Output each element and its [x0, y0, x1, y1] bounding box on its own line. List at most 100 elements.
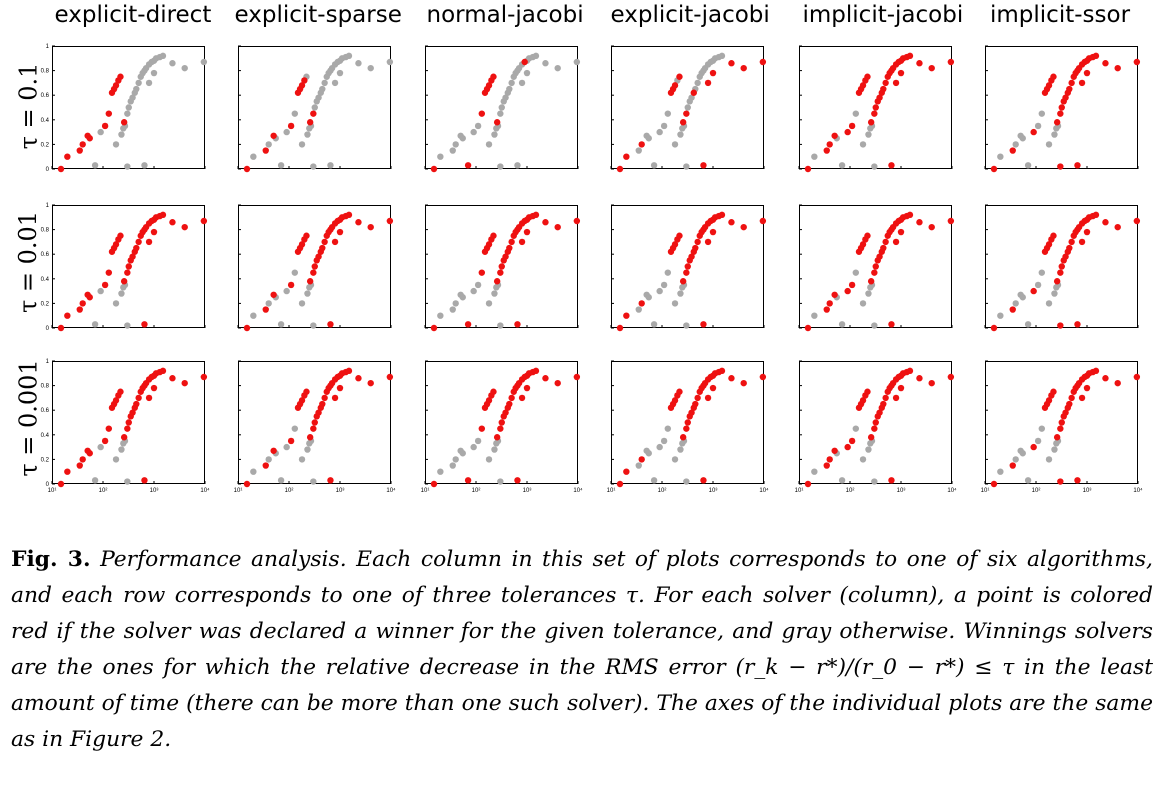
winner-point [1078, 394, 1086, 402]
other-point [283, 287, 290, 295]
other-point [1045, 300, 1053, 307]
winner-point [759, 373, 767, 381]
y-tick-label: 0.4 [41, 433, 50, 439]
other-point [449, 306, 456, 313]
winner-point [928, 379, 935, 387]
winner-point [683, 269, 690, 276]
winner-point [876, 253, 883, 260]
other-point [1012, 456, 1019, 463]
winner-point [1074, 321, 1081, 328]
winner-point [704, 238, 712, 246]
winner-point [57, 165, 65, 173]
other-point [485, 141, 493, 148]
winner-point [430, 324, 438, 332]
other-point [498, 104, 505, 111]
winner-point [310, 110, 317, 117]
winner-point [243, 165, 251, 173]
winner-point [478, 110, 486, 117]
other-point [459, 450, 466, 457]
winner-point [57, 480, 65, 488]
winner-point [79, 300, 86, 307]
column-title-explicit-jacobi: explicit-jacobi [610, 2, 770, 28]
other-point [298, 300, 306, 307]
winner-point [311, 263, 318, 270]
winner-point [880, 85, 887, 93]
winner-point [888, 321, 895, 328]
other-point [1038, 269, 1046, 276]
winner-point [319, 244, 326, 252]
winner-point [490, 388, 497, 395]
other-point [1038, 110, 1046, 117]
winner-point [892, 238, 900, 246]
other-point [336, 69, 344, 77]
x-tick-label: 10² [285, 488, 294, 494]
other-point [1051, 290, 1058, 297]
winner-point [1133, 373, 1141, 381]
other-point [660, 281, 668, 289]
x-tick-label: 10¹ [234, 488, 243, 494]
winner-point [897, 69, 905, 77]
other-point [645, 135, 652, 142]
winner-point [916, 219, 923, 226]
winner-point [124, 425, 131, 432]
winner-point [1030, 443, 1037, 451]
winner-point [287, 437, 295, 445]
winner-point [1074, 477, 1081, 484]
winner-point [150, 384, 158, 392]
winner-point [876, 409, 883, 416]
winner-point [490, 232, 497, 239]
winner-point [859, 82, 867, 89]
other-point [345, 52, 353, 60]
other-point [677, 131, 684, 138]
winner-point [262, 306, 269, 313]
scatter-panel-r1-c5 [798, 45, 955, 173]
other-point [871, 163, 878, 170]
other-point [1045, 456, 1053, 463]
y-tick-label: 1 [46, 359, 50, 365]
winner-point [315, 409, 322, 416]
winner-point [135, 394, 142, 402]
winner-point [518, 238, 526, 246]
winner-point [897, 384, 905, 392]
other-point [118, 290, 125, 297]
other-point [650, 477, 658, 484]
winner-point [485, 82, 493, 89]
winner-point [826, 456, 833, 463]
x-tick-label: 10⁴ [386, 487, 396, 494]
winner-point [125, 263, 132, 270]
x-tick-label: 10² [658, 488, 667, 494]
x-tick-label: 10³ [897, 488, 906, 494]
winner-point [478, 425, 486, 432]
winner-point [882, 394, 889, 402]
winner-point [676, 73, 683, 80]
winner-point [831, 291, 838, 298]
winner-point [990, 324, 998, 332]
winner-point [1053, 434, 1061, 441]
other-point [664, 425, 672, 432]
winner-point [671, 397, 679, 404]
column-title-explicit-direct: explicit-direct [54, 2, 212, 28]
winner-point [1050, 232, 1057, 239]
scatter-panel-r2-c3 [424, 204, 581, 332]
figure-caption: Fig. 3. Performance analysis. Each colum… [11, 542, 1153, 758]
winner-point [1078, 79, 1086, 87]
winner-point [117, 232, 124, 239]
winner-point [124, 269, 131, 276]
winner-point [310, 269, 317, 276]
winner-point [1053, 119, 1061, 126]
winner-point [882, 238, 889, 246]
winner-point [844, 128, 851, 136]
winner-point [120, 434, 128, 441]
other-point [112, 141, 120, 148]
x-tick-label: 10³ [150, 488, 159, 494]
winner-point [848, 281, 856, 289]
winner-point [1009, 306, 1016, 313]
other-point [677, 446, 684, 453]
other-point [291, 110, 299, 117]
winner-point [430, 165, 438, 173]
other-point [671, 141, 679, 148]
x-tick-label: 10¹ [795, 488, 804, 494]
winner-point [880, 244, 887, 252]
other-point [265, 300, 272, 307]
scatter-panel-r3-c3: 10¹ 10² 10³ 10⁴ [421, 360, 583, 494]
